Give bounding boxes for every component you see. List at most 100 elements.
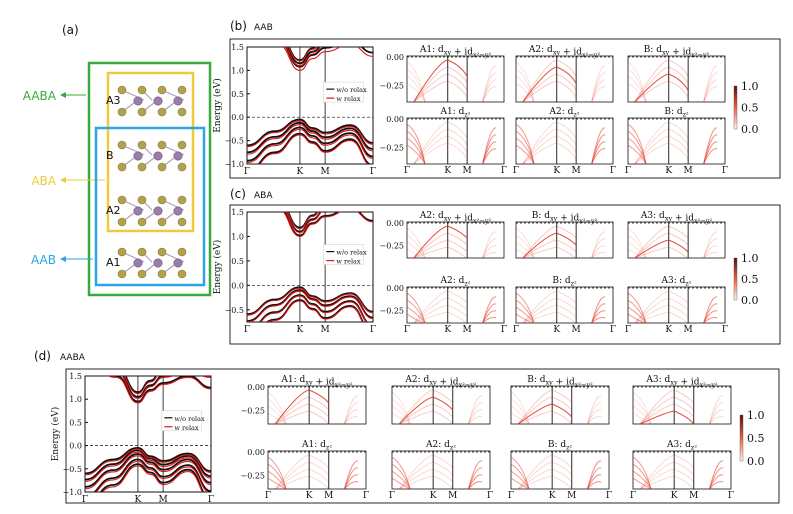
- panel-aaba-5-proj-band: [398, 468, 454, 490]
- panel-aab-valence-band: [247, 120, 373, 148]
- panel-aaba-4-proj-band: [343, 474, 359, 490]
- panel-aaba-6-proj-band: [517, 468, 573, 490]
- stack-label-aba: ABA: [31, 174, 56, 188]
- panel-aab-4-proj-axes: [515, 117, 614, 165]
- panel-aaba-0-proj-band: [274, 389, 330, 425]
- panel-aab-1-proj-title: A2: dxy + idx²−y²: [528, 45, 601, 59]
- panel-aaba-7-proj-band: [639, 461, 695, 490]
- panel-aaba-5-proj-k-label: Γ: [389, 491, 395, 501]
- panel-aba-4-proj-band: [522, 297, 577, 324]
- panel-aab-3-proj-k-label: M: [463, 166, 472, 176]
- panel-aab-valence-band: [247, 128, 373, 164]
- panel-aba-2-proj-band: [703, 231, 718, 259]
- panel-aaba-bands: [85, 376, 211, 492]
- panel-aaba-k-label: Γ: [82, 495, 88, 505]
- panel-aaba-0-proj-band: [267, 391, 287, 425]
- panel-aab-1-proj-band: [515, 82, 535, 103]
- panel-aba-colorbar-tick: 0.0: [741, 294, 759, 307]
- panel-aab-colorbar-tick: 0.0: [741, 123, 759, 136]
- panel-aba-conduction-band: [282, 212, 373, 237]
- panel-aba-0-proj-band: [413, 225, 468, 259]
- chalcogen-atom: [157, 162, 167, 172]
- chalcogen-atom: [137, 85, 147, 95]
- panel-aaba-legend-label: w/o relax: [174, 415, 205, 423]
- panel-aba-3-proj-band: [413, 304, 468, 324]
- panel-aab-2-proj-band: [703, 65, 718, 103]
- panel-aba-1-proj-band: [522, 232, 577, 259]
- metal-atom: [153, 258, 163, 268]
- panel-aab-2-proj-band: [634, 59, 689, 103]
- panel-aaba-2-proj-band: [586, 402, 602, 425]
- panel-aba-valence-band: [247, 286, 373, 316]
- chalcogen-atom: [137, 247, 147, 257]
- chalcogen-atom: [137, 107, 147, 117]
- panel-aaba-valence-band: [93, 458, 211, 492]
- panel-aba-2-proj-band: [627, 227, 647, 259]
- chalcogen-atom: [157, 247, 167, 257]
- panel-aba-1-proj-axes: [515, 221, 614, 259]
- panel-aba-valence-band: [265, 299, 364, 322]
- panel-aaba-6-proj-band: [510, 463, 530, 490]
- panel-aaba-1-proj-band: [391, 412, 411, 425]
- panel-aaba-4-proj-band: [274, 461, 330, 490]
- panel-aaba-5-proj-band: [391, 470, 411, 490]
- panel-aab-colorbar-tick: 0.5: [741, 102, 759, 115]
- panel-aab-stack-name: AAB: [254, 23, 273, 33]
- panel-aaba-5-proj-band: [391, 477, 411, 490]
- panel-aba-legend-label: w relax: [336, 258, 361, 266]
- panel-aab-3-proj-k-label: Γ: [404, 166, 410, 176]
- chalcogen-atom: [157, 269, 167, 279]
- panel-aba-conduction-band: [285, 212, 323, 234]
- chalcogen-atom: [117, 107, 127, 117]
- panel-aaba-4-proj-k-label: Γ: [363, 491, 369, 501]
- panel-aba-4-proj-k-label: M: [572, 325, 581, 335]
- panel-aaba-valence-band: [85, 455, 211, 490]
- panel-aab-valence-band: [247, 124, 373, 155]
- panel-aba-2-proj-title: A3: dxy + idx²−y²: [640, 211, 713, 225]
- panel-aaba-6-proj-band: [517, 475, 573, 490]
- panel-aba-2-proj-band: [634, 239, 689, 259]
- panel-aba-3-proj-k-label: K: [444, 325, 451, 335]
- panel-aba-4-proj-band: [591, 310, 606, 324]
- panel-aba-1-proj-band: [591, 231, 606, 259]
- panel-aab-2-proj-band: [634, 73, 689, 103]
- panel-aab-0-proj-band: [482, 79, 497, 103]
- chalcogen-atom: [137, 140, 147, 150]
- panel-aba-5-proj-band: [627, 299, 647, 324]
- panel-aab-4-proj-k-label: Γ: [513, 166, 519, 176]
- panel-aab-1-proj-band: [591, 65, 606, 103]
- panel-aaba-5-proj-title: A2: dz²: [425, 440, 456, 452]
- panel-aba-label: (c): [230, 187, 246, 201]
- panel-aaba-0-proj-band: [274, 396, 330, 425]
- panel-aba-0-proj-band: [482, 252, 497, 259]
- panel-aaba-0-proj-band: [274, 403, 330, 425]
- panel-aab-5-proj-band: [634, 128, 689, 165]
- panel-aba-2-proj-band: [634, 246, 689, 260]
- panel-aaba-2-proj-band: [510, 405, 530, 425]
- panel-aab-3-proj-title: A1: dz²: [440, 107, 471, 119]
- panel-aaba-label: (d): [34, 349, 51, 363]
- panel-aba-3-proj-band: [413, 311, 468, 325]
- panel-aaba-valence-band: [85, 451, 211, 482]
- panel-aaba-k-label: Γ: [208, 495, 214, 505]
- metal-atom: [153, 206, 163, 216]
- panel-aab-conduction-band: [282, 47, 373, 71]
- panel-aab-1-proj-band: [591, 79, 606, 103]
- panel-aaba-1-proj-axes: [391, 385, 491, 425]
- panel-aba-ytick-label: 1.5: [231, 208, 244, 217]
- panel-aba-1-proj-band: [591, 252, 606, 259]
- panel-aaba-0-proj-band: [267, 405, 287, 425]
- metal-atom: [133, 258, 143, 268]
- panel-aba-3-proj-band: [406, 306, 426, 324]
- metal-atom: [173, 206, 183, 216]
- panel-label-a: (a): [62, 23, 79, 37]
- panel-aab-ylabel: Energy (eV): [212, 78, 223, 133]
- panel-aab-legend-label: w relax: [336, 95, 361, 103]
- panel-aab-0-proj-band: [482, 86, 497, 103]
- panel-aaba-valence-band: [85, 448, 211, 476]
- panel-aaba-3-proj-band: [708, 409, 724, 425]
- panel-aba-5-proj-band: [703, 317, 718, 324]
- panel-aba-2-proj-band: [703, 252, 718, 259]
- panel-aba-k-label: M: [321, 325, 330, 335]
